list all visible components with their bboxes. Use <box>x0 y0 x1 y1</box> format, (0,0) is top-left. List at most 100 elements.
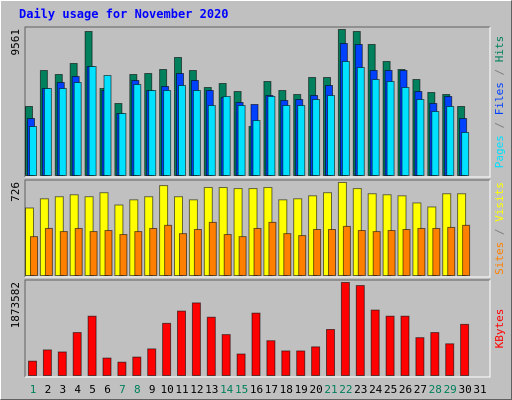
bar <box>57 351 67 377</box>
bar <box>386 80 395 176</box>
bar <box>164 224 173 276</box>
bar <box>102 357 112 376</box>
bar <box>119 234 128 277</box>
x-tick-label: 26 <box>399 383 412 396</box>
x-tick-label: 20 <box>309 383 322 396</box>
bar <box>42 349 52 377</box>
y-tick-label: 9561 <box>9 29 22 56</box>
bar <box>222 96 231 176</box>
bar <box>223 234 232 277</box>
bar <box>117 361 127 377</box>
bar <box>447 226 456 276</box>
bar <box>218 187 228 277</box>
x-tick-label: 11 <box>175 383 188 396</box>
x-tick-label: 19 <box>295 383 308 396</box>
x-tick-label: 5 <box>89 383 96 396</box>
y-tick-label: 726 <box>9 182 22 202</box>
bar <box>179 233 187 276</box>
bar <box>341 60 350 176</box>
bar <box>133 83 142 176</box>
legend-entry: Sites <box>493 242 506 275</box>
bar <box>178 84 186 176</box>
legend-separator: / <box>493 222 506 242</box>
bar <box>297 104 306 176</box>
x-tick-label: 10 <box>160 383 173 396</box>
bar <box>296 350 306 376</box>
bar <box>356 67 365 176</box>
x-tick-label: 29 <box>444 383 457 396</box>
bar <box>162 322 172 377</box>
bar <box>401 86 410 176</box>
bar <box>385 315 395 377</box>
bar <box>148 90 157 176</box>
bar <box>313 229 322 276</box>
bar <box>206 316 216 377</box>
bar <box>268 221 277 276</box>
chart-title: Daily usage for November 2020 <box>19 7 229 21</box>
x-tick-label: 27 <box>414 383 427 396</box>
bar <box>311 346 321 377</box>
legend-entry: KBytes <box>493 309 506 349</box>
bar <box>88 66 97 176</box>
bar <box>30 236 38 277</box>
x-tick-label: 4 <box>74 383 81 396</box>
x-tick-label: 28 <box>429 383 442 396</box>
bar <box>118 112 127 176</box>
bar <box>461 131 470 176</box>
bar <box>89 231 98 276</box>
bar <box>87 315 97 377</box>
bar <box>147 348 157 377</box>
bar <box>233 188 243 277</box>
legend-entry: Pages <box>493 135 506 168</box>
legend-separator: / <box>493 115 506 135</box>
bar <box>357 230 366 276</box>
x-tick-label: 15 <box>235 383 248 396</box>
bar <box>460 323 470 376</box>
bar <box>327 95 335 176</box>
legend-separator: / <box>493 62 506 82</box>
bar <box>431 110 440 176</box>
x-tick-label: 7 <box>119 383 126 396</box>
x-tick-label: 14 <box>220 383 234 396</box>
bar <box>177 310 186 376</box>
bar <box>43 87 52 176</box>
bar <box>430 332 440 377</box>
bar <box>328 229 336 276</box>
bar <box>462 224 471 276</box>
x-tick-label: 9 <box>149 383 156 396</box>
bar <box>104 230 113 276</box>
bar <box>236 353 246 376</box>
bar <box>44 227 53 276</box>
x-tick-label: 30 <box>458 383 471 396</box>
panel-frame-light <box>25 27 491 178</box>
bar <box>191 302 201 377</box>
bar <box>221 334 231 376</box>
legend-entry: Files <box>493 82 506 115</box>
legend-entry: Visits <box>493 182 506 222</box>
x-tick-label: 12 <box>190 383 203 396</box>
x-tick-label: 18 <box>280 383 293 396</box>
bar <box>72 332 82 377</box>
bar <box>29 126 37 176</box>
bar <box>417 227 426 276</box>
bar <box>387 230 396 276</box>
bar <box>372 231 381 276</box>
legend: Sites / Visits <box>493 182 506 275</box>
bar <box>74 227 83 276</box>
bar <box>446 105 455 176</box>
bar <box>193 229 202 276</box>
bar <box>253 227 262 276</box>
bar <box>103 75 112 176</box>
bar <box>432 227 441 276</box>
x-tick-label: 3 <box>59 383 66 396</box>
panel-frame-light <box>25 280 491 378</box>
bar <box>298 235 307 277</box>
bar <box>400 315 410 377</box>
bar <box>415 337 425 376</box>
bar <box>416 99 425 176</box>
bar <box>28 360 37 376</box>
x-tick-label: 22 <box>339 383 352 396</box>
bar <box>134 231 143 276</box>
bar <box>370 309 380 377</box>
bar <box>58 87 67 176</box>
